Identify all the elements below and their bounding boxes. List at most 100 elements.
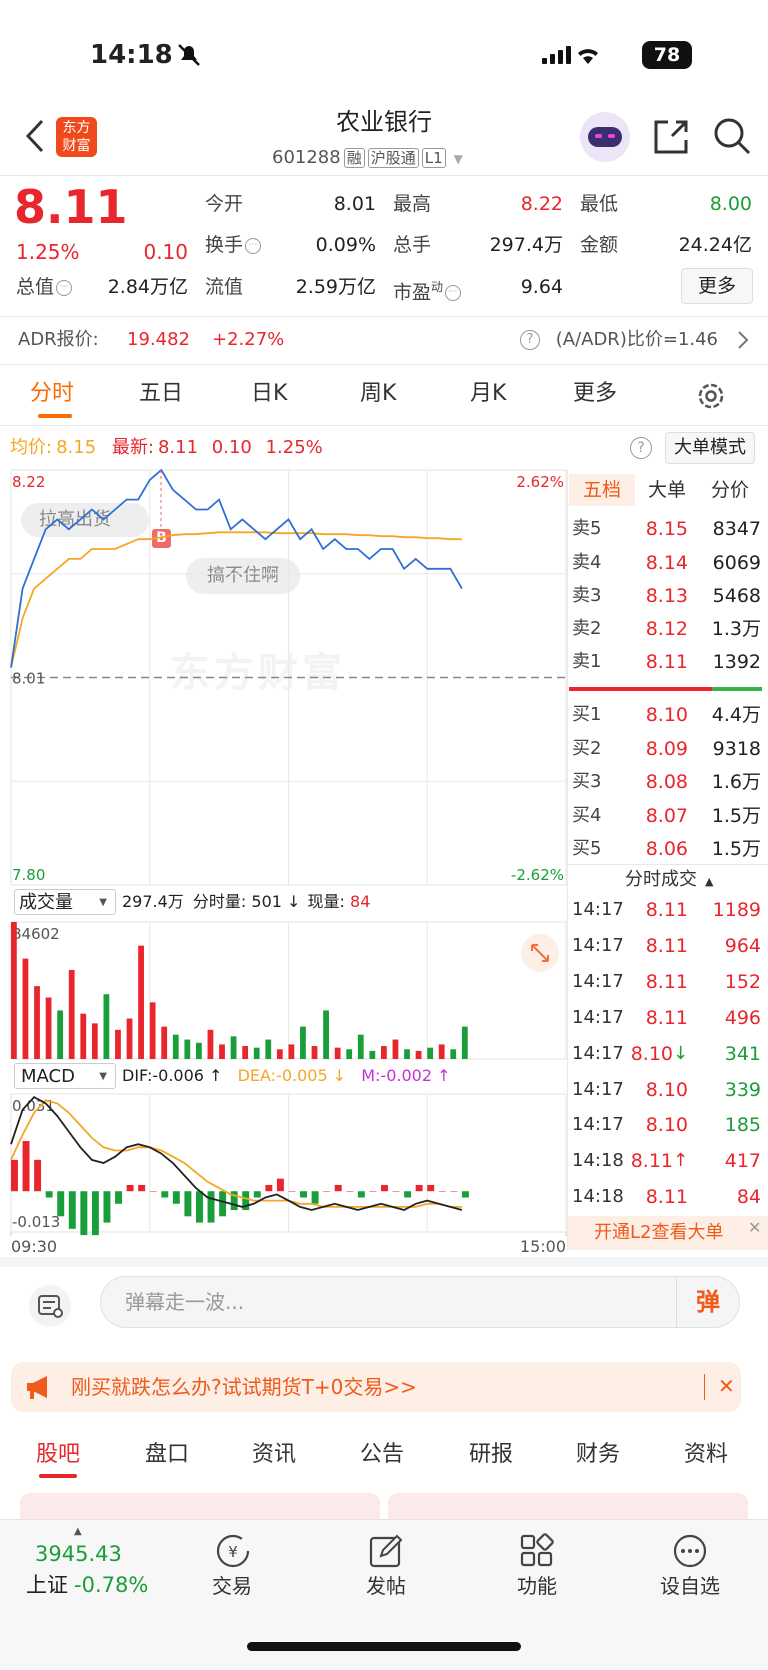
volume-bar (45, 997, 52, 1059)
book-price: 8.14 (645, 552, 688, 574)
volume-bar (219, 1044, 225, 1059)
book-volume: 1.5万 (711, 838, 761, 860)
book-volume: 1.3万 (711, 618, 761, 640)
back-button[interactable] (22, 118, 48, 154)
danmaku-input[interactable]: 弹幕走一波... 弹 (100, 1276, 740, 1328)
index-value[interactable]: 3945.43 (35, 1542, 122, 1566)
indicator-selector[interactable]: 成交量 ▼ (14, 889, 116, 915)
more-button[interactable]: 更多 (681, 268, 753, 304)
trade-time: 14:17 (572, 1042, 624, 1064)
index-row[interactable]: 上证 -0.78% (26, 1573, 148, 1597)
close-button[interactable]: ✕ (718, 1374, 735, 1398)
nav-item[interactable]: 交易 (212, 1574, 252, 1598)
dropdown-arrow[interactable]: ▼ (453, 152, 463, 166)
share-button[interactable] (652, 118, 690, 156)
tab-selected[interactable]: 分时 (30, 381, 75, 406)
trade-volume: 84 (736, 1186, 761, 1209)
book-tab[interactable]: 大单 (648, 479, 687, 501)
buy-marker[interactable]: B (152, 529, 171, 548)
volume-bar (438, 1044, 445, 1059)
field-label: 总值 (16, 276, 55, 298)
tab[interactable]: 公告 (359, 1442, 404, 1467)
tab[interactable]: 资讯 (251, 1442, 296, 1467)
indicator-selector[interactable]: MACD ▼ (14, 1063, 116, 1089)
function-icon[interactable] (518, 1532, 556, 1570)
latest-change: 0.10 (211, 437, 252, 458)
help-icon[interactable]: ? (520, 330, 540, 350)
macd-bar (334, 1184, 342, 1192)
macd-bar (172, 1191, 180, 1204)
promo-banner[interactable]: 刚买就跌怎么办?试试期货T+0交易>> ✕ (11, 1362, 741, 1412)
info-icon[interactable]: ··· (245, 238, 262, 254)
volume-bar (253, 1047, 260, 1059)
volume-bar (68, 969, 75, 1059)
volume-info: 297.4万 分时量: 501 ↓ 现量: 84 (122, 890, 370, 914)
watchlist-icon[interactable] (671, 1532, 709, 1570)
macd-bar (126, 1184, 134, 1192)
macd-bar (103, 1191, 111, 1223)
nav-item[interactable]: 功能 (517, 1574, 557, 1598)
macd-bar (11, 1159, 18, 1192)
app-logo: 东方 财富 (56, 117, 97, 157)
tab[interactable]: 财务 (575, 1442, 620, 1467)
field-value: 8.01 (333, 193, 376, 215)
danmaku-settings-button[interactable] (28, 1284, 72, 1328)
trade-price: 8.11 (645, 1006, 688, 1029)
robot-icon[interactable] (578, 110, 632, 164)
dif-value: DIF:-0.006 ↑ (122, 1066, 223, 1085)
expand-button[interactable] (520, 933, 560, 973)
field-value: 24.24亿 (678, 234, 752, 256)
nav-item[interactable]: 发帖 (366, 1574, 406, 1598)
buy-ratio-bar (712, 687, 762, 691)
tab-selected[interactable]: 股吧 (35, 1442, 80, 1467)
field-label: 市盈 (393, 281, 432, 304)
y-tick-label: 7.80 (12, 866, 45, 884)
tab[interactable]: 五日 (139, 381, 184, 406)
tab[interactable]: 周K (360, 381, 397, 406)
field-sup: 动 (431, 280, 444, 294)
nav-item[interactable]: 设自选 (660, 1574, 720, 1598)
info-icon[interactable]: ··· (445, 285, 462, 302)
search-button[interactable] (712, 116, 752, 156)
macd-bar (369, 1191, 377, 1192)
post-icon[interactable] (367, 1532, 405, 1570)
tab[interactable]: 盘口 (144, 1442, 189, 1467)
current-volume-label: 现量: (307, 892, 345, 911)
tab[interactable]: 日K (251, 381, 288, 406)
trade-icon[interactable]: ¥ (214, 1532, 252, 1570)
help-icon[interactable]: ? (630, 437, 652, 459)
volume-bar (311, 1046, 318, 1059)
avg-value: 8.15 (56, 437, 97, 458)
tab[interactable]: 资料 (683, 1442, 728, 1467)
l2-banner[interactable]: 开通L2查看大单 ✕ (568, 1216, 768, 1250)
tab[interactable]: 月K (470, 381, 507, 406)
settings-button[interactable] (695, 380, 727, 412)
volume-bar (357, 1034, 364, 1059)
chevron[interactable] (736, 330, 750, 350)
info-icon[interactable]: ··· (56, 280, 73, 296)
index-change: -0.78% (74, 1573, 149, 1597)
book-tab-selected[interactable]: 五档 (569, 474, 635, 506)
book-tab[interactable]: 分价 (711, 479, 750, 501)
volume-bar (427, 1047, 434, 1059)
close-button[interactable]: ✕ (748, 1218, 762, 1237)
mute-icon (178, 44, 200, 66)
macd-bar (253, 1191, 261, 1198)
trade-time: 14:17 (572, 1006, 624, 1028)
tab[interactable]: 更多 (573, 381, 618, 406)
macd-bar (230, 1191, 238, 1211)
banner-text[interactable]: 刚买就跌怎么办?试试期货T+0交易>> (71, 1375, 417, 1399)
comment-bubble: 搞不住啊 (186, 558, 300, 594)
field-value: 297.4万 (489, 234, 563, 256)
big-order-mode-button[interactable]: 大单模式 (665, 432, 755, 464)
tab[interactable]: 研报 (468, 1442, 513, 1467)
book-label: 买3 (572, 771, 602, 792)
trade-price: 8.10 (645, 1078, 688, 1101)
minute-volume-arrow: ↓ (287, 892, 301, 911)
book-label: 卖1 (572, 651, 602, 672)
collapse-arrow[interactable]: ▲ (705, 875, 714, 888)
avg-label: 均价: (10, 437, 53, 458)
danmaku-button[interactable]: 弹 (676, 1277, 739, 1327)
comment-bubble: 拉高出货 (21, 503, 149, 537)
l2-text[interactable]: 开通L2查看大单 (594, 1222, 724, 1243)
